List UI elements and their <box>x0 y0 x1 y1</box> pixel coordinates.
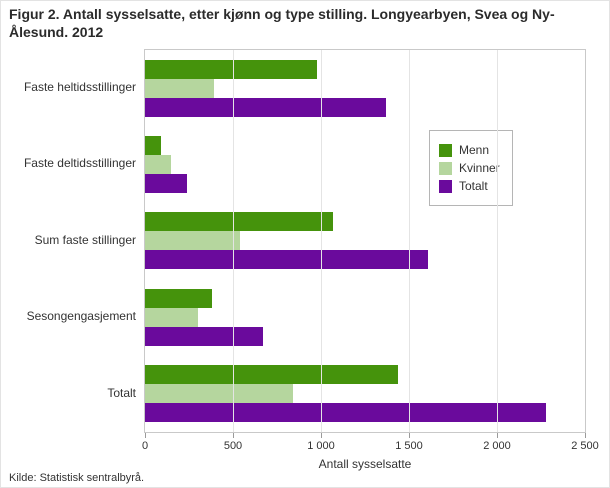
bar-totalt <box>145 250 429 270</box>
x-tick-label: 1 000 <box>307 440 335 452</box>
plot-area: Menn Kvinner Totalt <box>144 49 586 433</box>
legend-label: Kvinner <box>459 161 500 175</box>
bar-group <box>145 203 585 279</box>
legend: Menn Kvinner Totalt <box>429 130 513 206</box>
source-note: Kilde: Statistisk sentralbyrå. <box>9 472 145 484</box>
category-label: Faste heltidsstillinger <box>23 80 136 94</box>
gridline <box>321 50 322 432</box>
figure-title: Figur 2. Antall sysselsatte, etter kjønn… <box>9 6 555 40</box>
bar-menn <box>145 136 161 156</box>
x-axis-title: Antall sysselsatte <box>318 457 412 471</box>
x-tick-label: 2 500 <box>571 440 599 452</box>
legend-label: Menn <box>459 143 490 157</box>
bar-totalt <box>145 326 263 346</box>
gridline <box>233 50 234 432</box>
legend-label: Totalt <box>459 179 488 193</box>
bar-kvinner <box>145 155 172 175</box>
category-label: Sum faste stillinger <box>34 232 136 247</box>
category-label: Sesongengasjement <box>26 309 136 324</box>
legend-swatch <box>439 161 452 175</box>
legend-item: Menn <box>439 143 500 157</box>
x-tick <box>145 433 146 438</box>
category-label: Faste deltidsstillinger <box>23 156 136 171</box>
bar-menn <box>145 288 212 308</box>
bar-group <box>145 279 585 355</box>
bar-menn <box>145 212 334 232</box>
bar-group <box>145 126 585 202</box>
bar-kvinner <box>145 78 214 98</box>
x-tick <box>409 433 410 438</box>
legend-swatch <box>439 143 452 157</box>
bar-kvinner <box>145 384 293 404</box>
bar-menn <box>145 365 399 385</box>
bar-group <box>145 356 585 432</box>
bar-kvinner <box>145 307 198 327</box>
x-tick-label: 0 <box>141 440 149 452</box>
bar-totalt <box>145 97 387 117</box>
bar-totalt <box>145 403 547 423</box>
gridline <box>497 50 498 432</box>
legend-swatch <box>439 179 452 193</box>
gridline <box>409 50 410 432</box>
bar-kvinner <box>145 231 241 251</box>
x-tick-label: 500 <box>223 440 243 452</box>
bar-chart: Faste heltidsstillinger Faste deltidsstil… <box>1 49 610 479</box>
bar-group <box>145 50 585 126</box>
x-tick-label: 2 000 <box>483 440 511 452</box>
category-label: Totalt <box>107 385 136 400</box>
x-tick <box>497 433 498 438</box>
x-tick-label: 1 500 <box>395 440 423 452</box>
x-tick <box>321 433 322 438</box>
legend-item: Kvinner <box>439 161 500 175</box>
legend-item: Totalt <box>439 179 500 193</box>
x-tick <box>233 433 234 438</box>
bar-totalt <box>145 174 188 194</box>
x-tick <box>585 433 586 438</box>
bar-menn <box>145 59 318 79</box>
y-axis-labels: Faste heltidsstillinger Faste deltidsstil… <box>1 49 136 433</box>
